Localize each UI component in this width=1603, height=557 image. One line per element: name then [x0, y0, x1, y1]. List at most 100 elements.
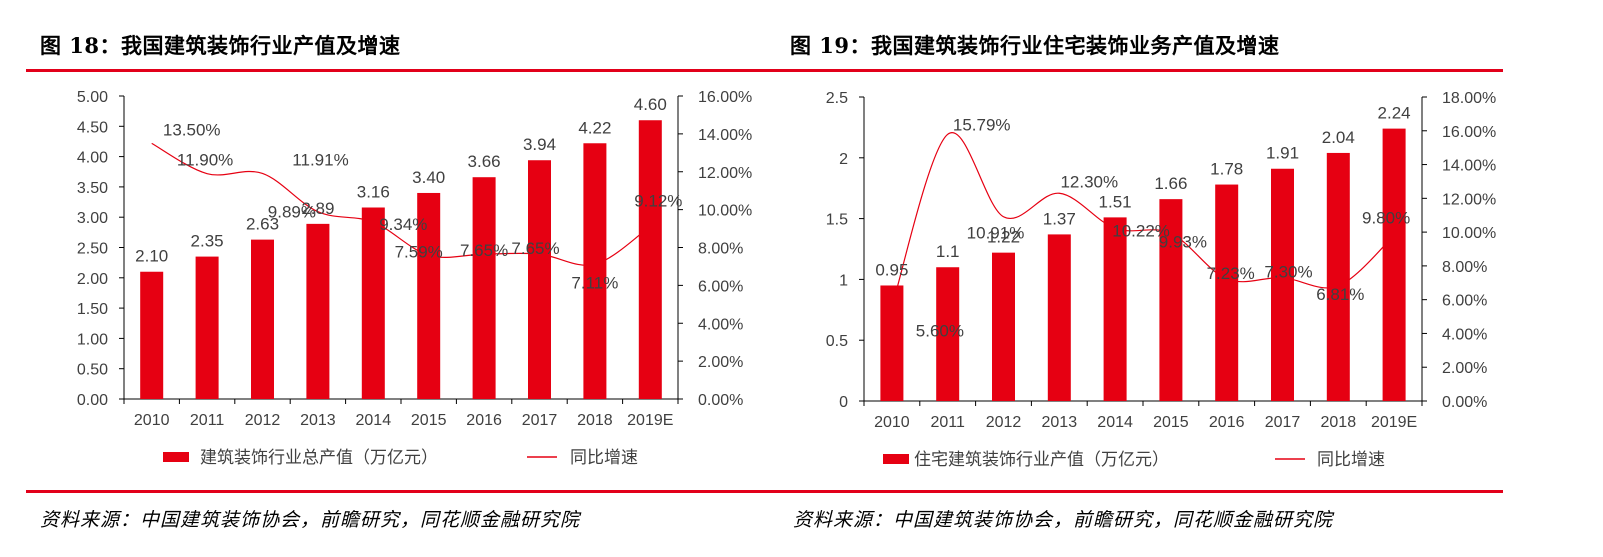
- y-left-tick-label: 1.5: [826, 212, 848, 229]
- growth-value-label: 11.91%: [292, 150, 348, 169]
- bar: [992, 252, 1015, 401]
- bar: [583, 143, 607, 399]
- bar: [880, 285, 904, 401]
- bar-value-label: 2.89: [301, 199, 334, 218]
- y-right-tick-label: 4.00%: [698, 316, 743, 333]
- y-left-tick-label: 2.00: [77, 271, 108, 288]
- y-left-tick-label: 0.50: [77, 362, 108, 379]
- y-right-tick-label: 10.00%: [698, 203, 752, 220]
- growth-value-label: 10.22%: [1112, 221, 1170, 240]
- y-right-tick-label: 12.00%: [1442, 191, 1496, 208]
- y-left-tick-label: 2.5: [826, 90, 848, 107]
- y-left-tick-label: 4.00: [77, 150, 108, 167]
- y-right-tick-label: 6.00%: [1442, 293, 1487, 310]
- x-tick-label: 2016: [466, 412, 502, 429]
- bar: [195, 256, 219, 399]
- y-left-tick-label: 3.00: [77, 210, 108, 227]
- y-left-tick-label: 1: [839, 272, 848, 289]
- legend-bar-swatch: [163, 452, 189, 462]
- x-tick-label: 2011: [930, 414, 965, 431]
- bar-value-label: 1.37: [1043, 209, 1076, 228]
- growth-value-label: 7.11%: [571, 273, 618, 292]
- bar-value-label: 4.60: [634, 95, 667, 114]
- bar-value-label: 1.22: [987, 228, 1020, 247]
- growth-value-label: 6.81%: [1316, 285, 1364, 304]
- y-right-tick-label: 12.00%: [698, 165, 752, 182]
- y-left-tick-label: 0.5: [826, 333, 848, 350]
- y-left-tick-label: 2: [839, 151, 848, 168]
- bar: [1103, 217, 1127, 401]
- bar-value-label: 1.91: [1266, 144, 1299, 163]
- bar-value-label: 0.95: [875, 260, 908, 279]
- x-tick-label: 2017: [522, 412, 558, 429]
- y-left-tick-label: 5.00: [77, 89, 108, 106]
- bar: [251, 239, 274, 399]
- bar-value-label: 2.10: [135, 247, 168, 266]
- bar: [417, 192, 441, 399]
- y-right-tick-label: 16.00%: [698, 89, 752, 106]
- y-left-tick-label: 3.50: [77, 180, 108, 197]
- x-tick-label: 2015: [1153, 414, 1189, 431]
- growth-value-label: 9.93%: [1159, 232, 1207, 251]
- legend-bar-label: 住宅建筑装饰行业产值（万亿元）: [914, 450, 1169, 470]
- figure-18-title: 图 18：我国建筑装饰行业产值及增速: [40, 33, 401, 58]
- bar: [1159, 199, 1183, 401]
- y-right-tick-label: 8.00%: [698, 241, 743, 258]
- legend-line-label: 同比增速: [570, 448, 638, 468]
- bar-value-label: 3.94: [523, 135, 556, 154]
- figure-18-top-rule: [26, 69, 796, 72]
- x-tick-label: 2013: [300, 412, 336, 429]
- bar: [1215, 184, 1239, 401]
- bar-value-label: 1.1: [936, 242, 960, 261]
- growth-value-label: 9.12%: [634, 191, 682, 210]
- y-right-tick-label: 4.00%: [1442, 326, 1487, 343]
- x-tick-label: 2019E: [627, 412, 673, 429]
- bar-value-label: 1.51: [1099, 192, 1132, 211]
- x-tick-label: 2018: [1321, 414, 1357, 431]
- bar: [528, 160, 551, 399]
- y-right-tick-label: 16.00%: [1442, 124, 1496, 141]
- y-right-tick-label: 8.00%: [1442, 259, 1487, 276]
- y-right-tick-label: 14.00%: [698, 127, 752, 144]
- x-tick-label: 2013: [1042, 414, 1078, 431]
- figure-19-title: 图 19：我国建筑装饰行业住宅装饰业务产值及增速: [790, 33, 1280, 58]
- bar: [638, 120, 662, 400]
- figure-19-bottom-rule: [780, 490, 1503, 493]
- y-left-tick-label: 0.00: [77, 392, 108, 409]
- bar-value-label: 3.40: [412, 168, 445, 187]
- bar-value-label: 2.04: [1322, 128, 1355, 147]
- bar: [1271, 168, 1294, 401]
- bar: [936, 267, 960, 401]
- y-right-tick-label: 14.00%: [1442, 158, 1496, 175]
- y-left-tick-label: 0: [839, 394, 848, 411]
- figure-19-top-rule: [780, 69, 1503, 72]
- growth-value-label: 11.90%: [177, 151, 233, 170]
- x-tick-label: 2019E: [1371, 414, 1417, 431]
- x-tick-label: 2014: [356, 412, 392, 429]
- y-right-tick-label: 0.00%: [698, 392, 743, 409]
- growth-value-label: 13.50%: [163, 120, 221, 139]
- growth-value-label: 5.60%: [916, 321, 964, 340]
- figure-19-source: 资料来源：中国建筑装饰协会，前瞻研究，同花顺金融研究院: [793, 509, 1334, 531]
- x-tick-label: 2018: [577, 412, 613, 429]
- legend-bar-swatch: [883, 454, 909, 464]
- y-right-tick-label: 2.00%: [698, 354, 743, 371]
- figure-18-bottom-rule: [26, 490, 796, 493]
- x-tick-label: 2017: [1265, 414, 1301, 431]
- y-right-tick-label: 6.00%: [698, 278, 743, 295]
- bar: [140, 271, 164, 399]
- y-left-tick-label: 1.50: [77, 301, 108, 318]
- bar: [1047, 234, 1071, 401]
- growth-line: [891, 132, 1395, 307]
- bar-value-label: 1.66: [1154, 174, 1187, 193]
- x-tick-label: 2010: [134, 412, 170, 429]
- growth-value-label: 9.34%: [379, 215, 427, 234]
- y-right-tick-label: 0.00%: [1442, 394, 1487, 411]
- growth-value-label: 10.91%: [967, 224, 1025, 243]
- x-tick-label: 2016: [1209, 414, 1245, 431]
- bar-value-label: 4.22: [578, 118, 611, 137]
- bar-value-label: 2.35: [191, 232, 224, 251]
- growth-value-label: 15.79%: [953, 115, 1011, 134]
- legend-bar-label: 建筑装饰行业总产值（万亿元）: [200, 448, 438, 468]
